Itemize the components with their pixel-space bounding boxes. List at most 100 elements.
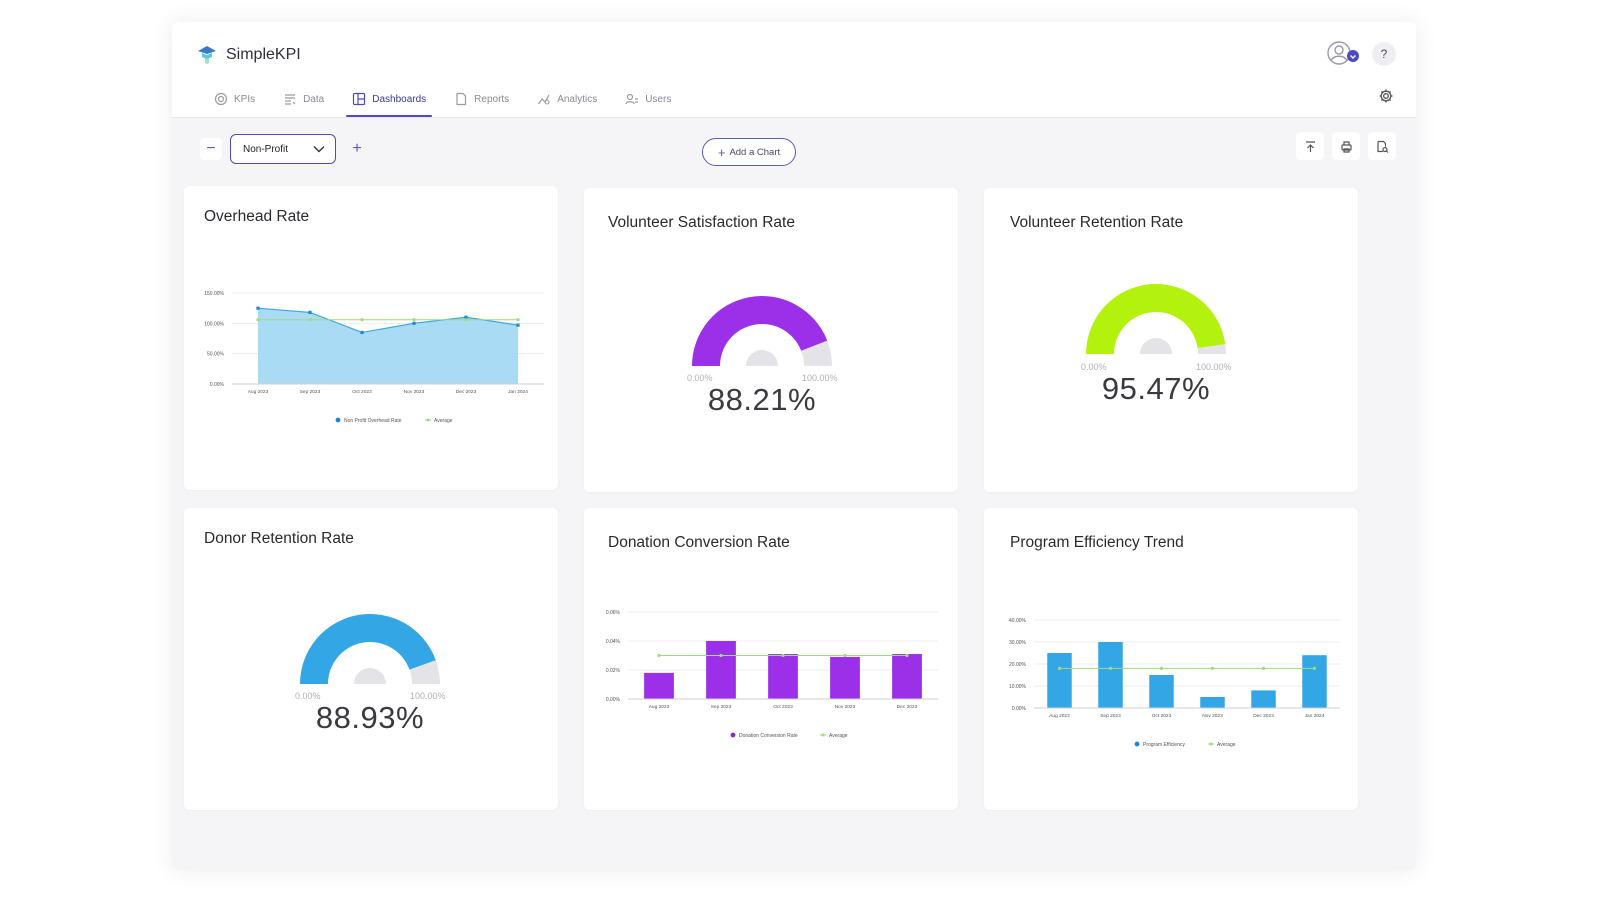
x-tick-label: Sep 2023 (300, 389, 321, 395)
program-efficiency-chart: 0.00% 10.00% 20.00% 30.00% 40.00% Aug 2023 Sep… (1009, 618, 1340, 748)
gauge-min-label: 0.00% (687, 373, 713, 383)
x-tick-label: Oct 2023 (1152, 713, 1172, 719)
nav-kpis[interactable]: KPIs (200, 82, 269, 116)
volunteer-retention-gauge (1086, 283, 1226, 354)
bar (830, 656, 860, 699)
gauge-max-label: 100.00% (410, 691, 446, 701)
add-chart-button[interactable]: + Add a Chart (702, 138, 796, 166)
gauge-value: 88.93% (315, 700, 425, 735)
x-tick-label: Nov 2023 (404, 389, 425, 395)
settings-gear-icon[interactable] (1378, 88, 1394, 104)
print-button[interactable] (1332, 132, 1360, 160)
program-efficiency-card[interactable]: Program Efficiency Trend 0.00% 10.00% 20.0… (984, 508, 1358, 810)
logo[interactable]: SimpleKPI (196, 44, 301, 66)
overhead-rate-card[interactable]: Overhead Rate 0.00% 50.00% 100.00% 150.00% A… (184, 186, 558, 490)
y-tick-label: 0.04% (606, 639, 621, 645)
legend-marker (730, 732, 736, 738)
legend-marker (1209, 742, 1213, 746)
bar (644, 672, 674, 699)
x-tick-label: Jan 2024 (508, 389, 528, 395)
analytics-icon (538, 94, 550, 105)
add-dashboard-button[interactable]: + (352, 140, 362, 157)
x-tick-label: Dec 2023 (456, 389, 477, 395)
legend-label: Average (829, 733, 848, 739)
average-point (1108, 666, 1113, 670)
donor-retention-card[interactable]: Donor Retention Rate 0.00% 100.00% 88.93… (184, 508, 558, 810)
x-tick-label: Aug 2023 (1049, 713, 1070, 719)
users-icon (625, 93, 639, 105)
card-title: Donation Conversion Rate (608, 534, 790, 551)
area-fill (258, 308, 518, 384)
bar (1149, 675, 1174, 708)
nav-reports[interactable]: Reports (440, 82, 523, 116)
card-title: Program Efficiency Trend (1010, 534, 1184, 551)
bar (1302, 655, 1327, 708)
share-button[interactable] (1296, 132, 1324, 160)
average-point (1057, 666, 1062, 670)
report-icon (456, 92, 467, 106)
dashboard-toolbar: − Non-Profit + + Add a Chart (172, 132, 1416, 172)
average-point (905, 653, 909, 658)
bar (1251, 690, 1276, 708)
nav-users[interactable]: Users (611, 82, 685, 116)
nav-data[interactable]: Data (269, 82, 338, 116)
dashboard-select[interactable]: Non-Profit (230, 134, 336, 164)
bar (1098, 642, 1123, 708)
donation-conversion-card[interactable]: Donation Conversion Rate 0.00% 0.02% 0.04%… (584, 508, 958, 810)
average-point (843, 653, 847, 658)
y-tick-label: 100.00% (204, 321, 224, 327)
chevron-down-icon (313, 146, 325, 153)
volunteer-satisfaction-card[interactable]: Volunteer Satisfaction Rate 0.00% 100.00… (584, 188, 958, 492)
legend-label: Program Efficiency (1143, 742, 1185, 748)
legend-label: Average (434, 418, 453, 424)
nav-analytics[interactable]: Analytics (523, 82, 611, 116)
x-tick-label: Dec 2023 (1253, 713, 1274, 719)
data-point (308, 310, 312, 315)
gauge-fill (692, 296, 828, 366)
data-point (412, 321, 416, 325)
nav-label: Reports (474, 93, 510, 105)
x-tick-label: Aug 2023 (649, 704, 670, 710)
card-title: Overhead Rate (204, 208, 310, 225)
overhead-rate-chart: 0.00% 50.00% 100.00% 150.00% Aug 2023 Sep 202… (204, 291, 544, 424)
nav-dashboards[interactable]: Dashboards (338, 82, 440, 117)
simplekpi-logo-icon (198, 46, 216, 64)
remove-dashboard-button[interactable]: − (200, 138, 222, 160)
card-title: Volunteer Retention Rate (1010, 214, 1184, 231)
average-point (781, 653, 785, 658)
bar (892, 654, 922, 699)
volunteer-retention-card[interactable]: Volunteer Retention Rate 0.00% 100.00% 9… (984, 188, 1358, 492)
nav-label: Analytics (557, 93, 598, 105)
gauge-max-label: 100.00% (1196, 362, 1232, 372)
y-tick-label: 50.00% (207, 352, 225, 358)
average-point (1312, 666, 1317, 670)
nav-label: Dashboards (372, 93, 427, 105)
dashboard-select-value: Non-Profit (243, 143, 289, 155)
upload-share-icon (1305, 140, 1315, 152)
y-tick-label: 20.00% (1009, 662, 1027, 668)
volunteer-satisfaction-gauge (692, 296, 832, 366)
help-button[interactable]: ? (1372, 42, 1396, 66)
x-tick-label: Nov 2023 (835, 704, 856, 710)
user-avatar[interactable] (1326, 40, 1360, 68)
nav-label: Users (645, 93, 672, 105)
card-title: Donor Retention Rate (204, 530, 354, 547)
average-point (256, 318, 260, 322)
y-tick-label: 0.00% (210, 382, 225, 388)
nav-label: Data (303, 93, 325, 105)
y-tick-label: 30.00% (1009, 640, 1027, 646)
bar (1047, 653, 1072, 708)
preview-button[interactable] (1368, 132, 1396, 160)
gauge-needle-hub (354, 668, 386, 684)
bar (1200, 697, 1225, 708)
gauge-max-label: 100.00% (802, 373, 838, 383)
x-tick-label: Dec 2023 (897, 704, 918, 710)
legend-marker (1134, 741, 1140, 747)
average-point (1210, 666, 1215, 670)
gauge-value: 88.21% (707, 382, 817, 417)
y-tick-label: 0.00% (1012, 706, 1027, 712)
x-tick-label: Oct 2023 (773, 704, 793, 710)
donation-conversion-chart: 0.00% 0.02% 0.04% 0.06% Aug 2023 Sep 2023 Oct … (606, 610, 938, 739)
app-name: SimpleKPI (226, 46, 301, 63)
data-point (256, 306, 260, 310)
